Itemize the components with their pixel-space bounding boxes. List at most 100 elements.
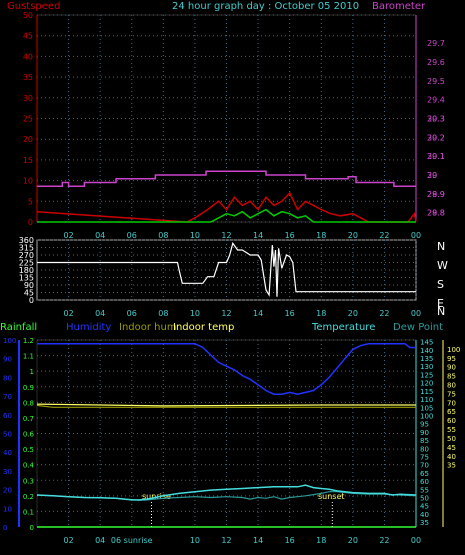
temperature-tick-20: 135 xyxy=(420,355,433,363)
bottom-x-tick-9: 20 xyxy=(348,536,358,545)
compass-n-top: N xyxy=(437,240,445,253)
barometer-line xyxy=(37,170,416,187)
bottom-x-tick-2: 06 sunrise xyxy=(111,536,153,545)
rain-tick-10: 1 xyxy=(30,368,34,376)
rain-tick-2: 0.2 xyxy=(23,493,34,501)
temperature-tick-17: 120 xyxy=(420,380,433,388)
gust-tick-2: 10 xyxy=(23,177,33,186)
rain-tick-3: 0.3 xyxy=(23,477,34,485)
indoor-temp-tick-10: 85 xyxy=(447,373,456,381)
temperature-tick-4: 55 xyxy=(420,486,429,494)
temperature-tick-7: 70 xyxy=(420,462,429,470)
humidity-tick-9: 90 xyxy=(3,356,12,364)
rain-tick-1: 0.1 xyxy=(23,508,34,516)
compass-s: S xyxy=(437,278,444,291)
humidity-line xyxy=(37,342,416,395)
indoor-temp-tick-11: 90 xyxy=(447,364,456,372)
humidity-tick-2: 20 xyxy=(3,487,12,495)
sunset-label: sunset xyxy=(318,492,345,501)
baro-tick-11: 29.9 xyxy=(427,190,445,199)
humidity-tick-0: 0 xyxy=(3,524,7,532)
top-x-tick-11: 00 xyxy=(411,231,421,240)
top-x-tick-5: 12 xyxy=(221,231,231,240)
top-x-tick-4: 10 xyxy=(190,231,200,240)
baro-tick-0: 28.8 xyxy=(427,209,445,218)
bottom-x-tick-8: 18 xyxy=(316,536,326,545)
temperature-tick-1: 40 xyxy=(420,511,429,519)
mid-x-tick-6: 14 xyxy=(253,309,263,318)
gust-tick-7: 35 xyxy=(23,73,33,82)
baro-tick-14: 30.2 xyxy=(427,133,445,142)
gust-tick-9: 45 xyxy=(23,32,33,41)
baro-tick-1: 28.9 xyxy=(427,190,445,199)
indoor-temp-tick-4: 55 xyxy=(447,426,456,434)
indoor-temp-line xyxy=(36,403,416,407)
direction-tick-2: 90 xyxy=(24,281,34,290)
mid-x-tick-2: 06 xyxy=(127,309,137,318)
temperature-tick-21: 140 xyxy=(420,347,433,355)
barometer-axis-label: Barometer xyxy=(372,1,426,12)
indoor-temp-tick-6: 65 xyxy=(447,408,456,416)
rainfall-axis-label: Rainfall xyxy=(0,322,37,333)
top-x-tick-7: 16 xyxy=(285,231,295,240)
temperature-line xyxy=(36,484,417,501)
bottom-x-tick-5: 12 xyxy=(221,536,231,545)
compass-e: E xyxy=(437,297,444,310)
temperature-tick-15: 110 xyxy=(420,396,433,404)
indoor-temp-tick-1: 40 xyxy=(447,453,456,461)
temperature-tick-9: 80 xyxy=(420,445,429,453)
indoor-hum-label: Indoor hum xyxy=(119,322,177,333)
temperature-tick-18: 125 xyxy=(420,371,433,379)
direction-tick-1: 45 xyxy=(24,289,34,298)
mid-x-tick-8: 18 xyxy=(316,309,326,318)
bottom-x-tick-1: 04 xyxy=(95,536,105,545)
bottom-x-tick-0: 02 xyxy=(63,536,73,545)
indoor-temp-tick-0: 35 xyxy=(447,462,456,470)
gust-tick-5: 25 xyxy=(23,115,33,124)
temperature-tick-3: 50 xyxy=(420,494,429,502)
top-x-tick-0: 02 xyxy=(63,231,73,240)
rain-tick-9: 0.9 xyxy=(23,384,34,392)
gust-tick-6: 30 xyxy=(23,94,33,103)
indoor-temp-tick-2: 45 xyxy=(447,444,456,452)
temperature-tick-0: 35 xyxy=(420,519,429,527)
mid-x-tick-3: 08 xyxy=(158,309,168,318)
mid-x-tick-0: 02 xyxy=(63,309,73,318)
direction-tick-6: 270 xyxy=(19,251,34,260)
rain-tick-6: 0.6 xyxy=(23,431,35,439)
mid-x-tick-11: 00 xyxy=(411,309,421,318)
top-x-tick-2: 06 xyxy=(127,231,137,240)
temperature-tick-16: 115 xyxy=(420,388,433,396)
temperature-tick-13: 100 xyxy=(420,412,433,420)
baro-tick-5: 29.3 xyxy=(427,115,445,124)
compass-n-bottom: N xyxy=(437,305,445,318)
rain-tick-11: 1.1 xyxy=(23,353,34,361)
top-x-tick-6: 14 xyxy=(253,231,263,240)
temperature-tick-11: 90 xyxy=(420,429,429,437)
indoor-temp-tick-5: 60 xyxy=(447,417,456,425)
baro-tick-2: 29 xyxy=(427,171,437,180)
temperature-tick-8: 75 xyxy=(420,453,429,461)
bottom-x-tick-10: 22 xyxy=(379,536,389,545)
direction-tick-4: 180 xyxy=(19,266,34,275)
rain-tick-5: 0.5 xyxy=(23,446,34,454)
humidity-axis-label: Humidity xyxy=(66,322,111,333)
windspeed-line xyxy=(37,208,416,223)
indoor-temp-tick-9: 80 xyxy=(447,382,456,390)
mid-x-tick-4: 10 xyxy=(190,309,200,318)
indoor-temp-tick-3: 50 xyxy=(447,435,456,443)
temperature-tick-6: 65 xyxy=(420,470,429,478)
baro-tick-15: 30.3 xyxy=(427,115,445,124)
dew-point-label: Dew Point xyxy=(393,322,443,333)
temperature-tick-12: 95 xyxy=(420,421,429,429)
humidity-tick-6: 60 xyxy=(3,412,12,420)
bottom-x-tick-7: 16 xyxy=(285,536,295,545)
rain-tick-12: 1.2 xyxy=(23,337,34,345)
baro-tick-12: 30 xyxy=(427,171,437,180)
gust-tick-10: 50 xyxy=(23,11,33,20)
wind-direction-line xyxy=(37,241,416,297)
top-x-tick-8: 18 xyxy=(316,231,326,240)
bottom-x-tick-6: 14 xyxy=(253,536,263,545)
mid-x-tick-5: 12 xyxy=(221,309,231,318)
